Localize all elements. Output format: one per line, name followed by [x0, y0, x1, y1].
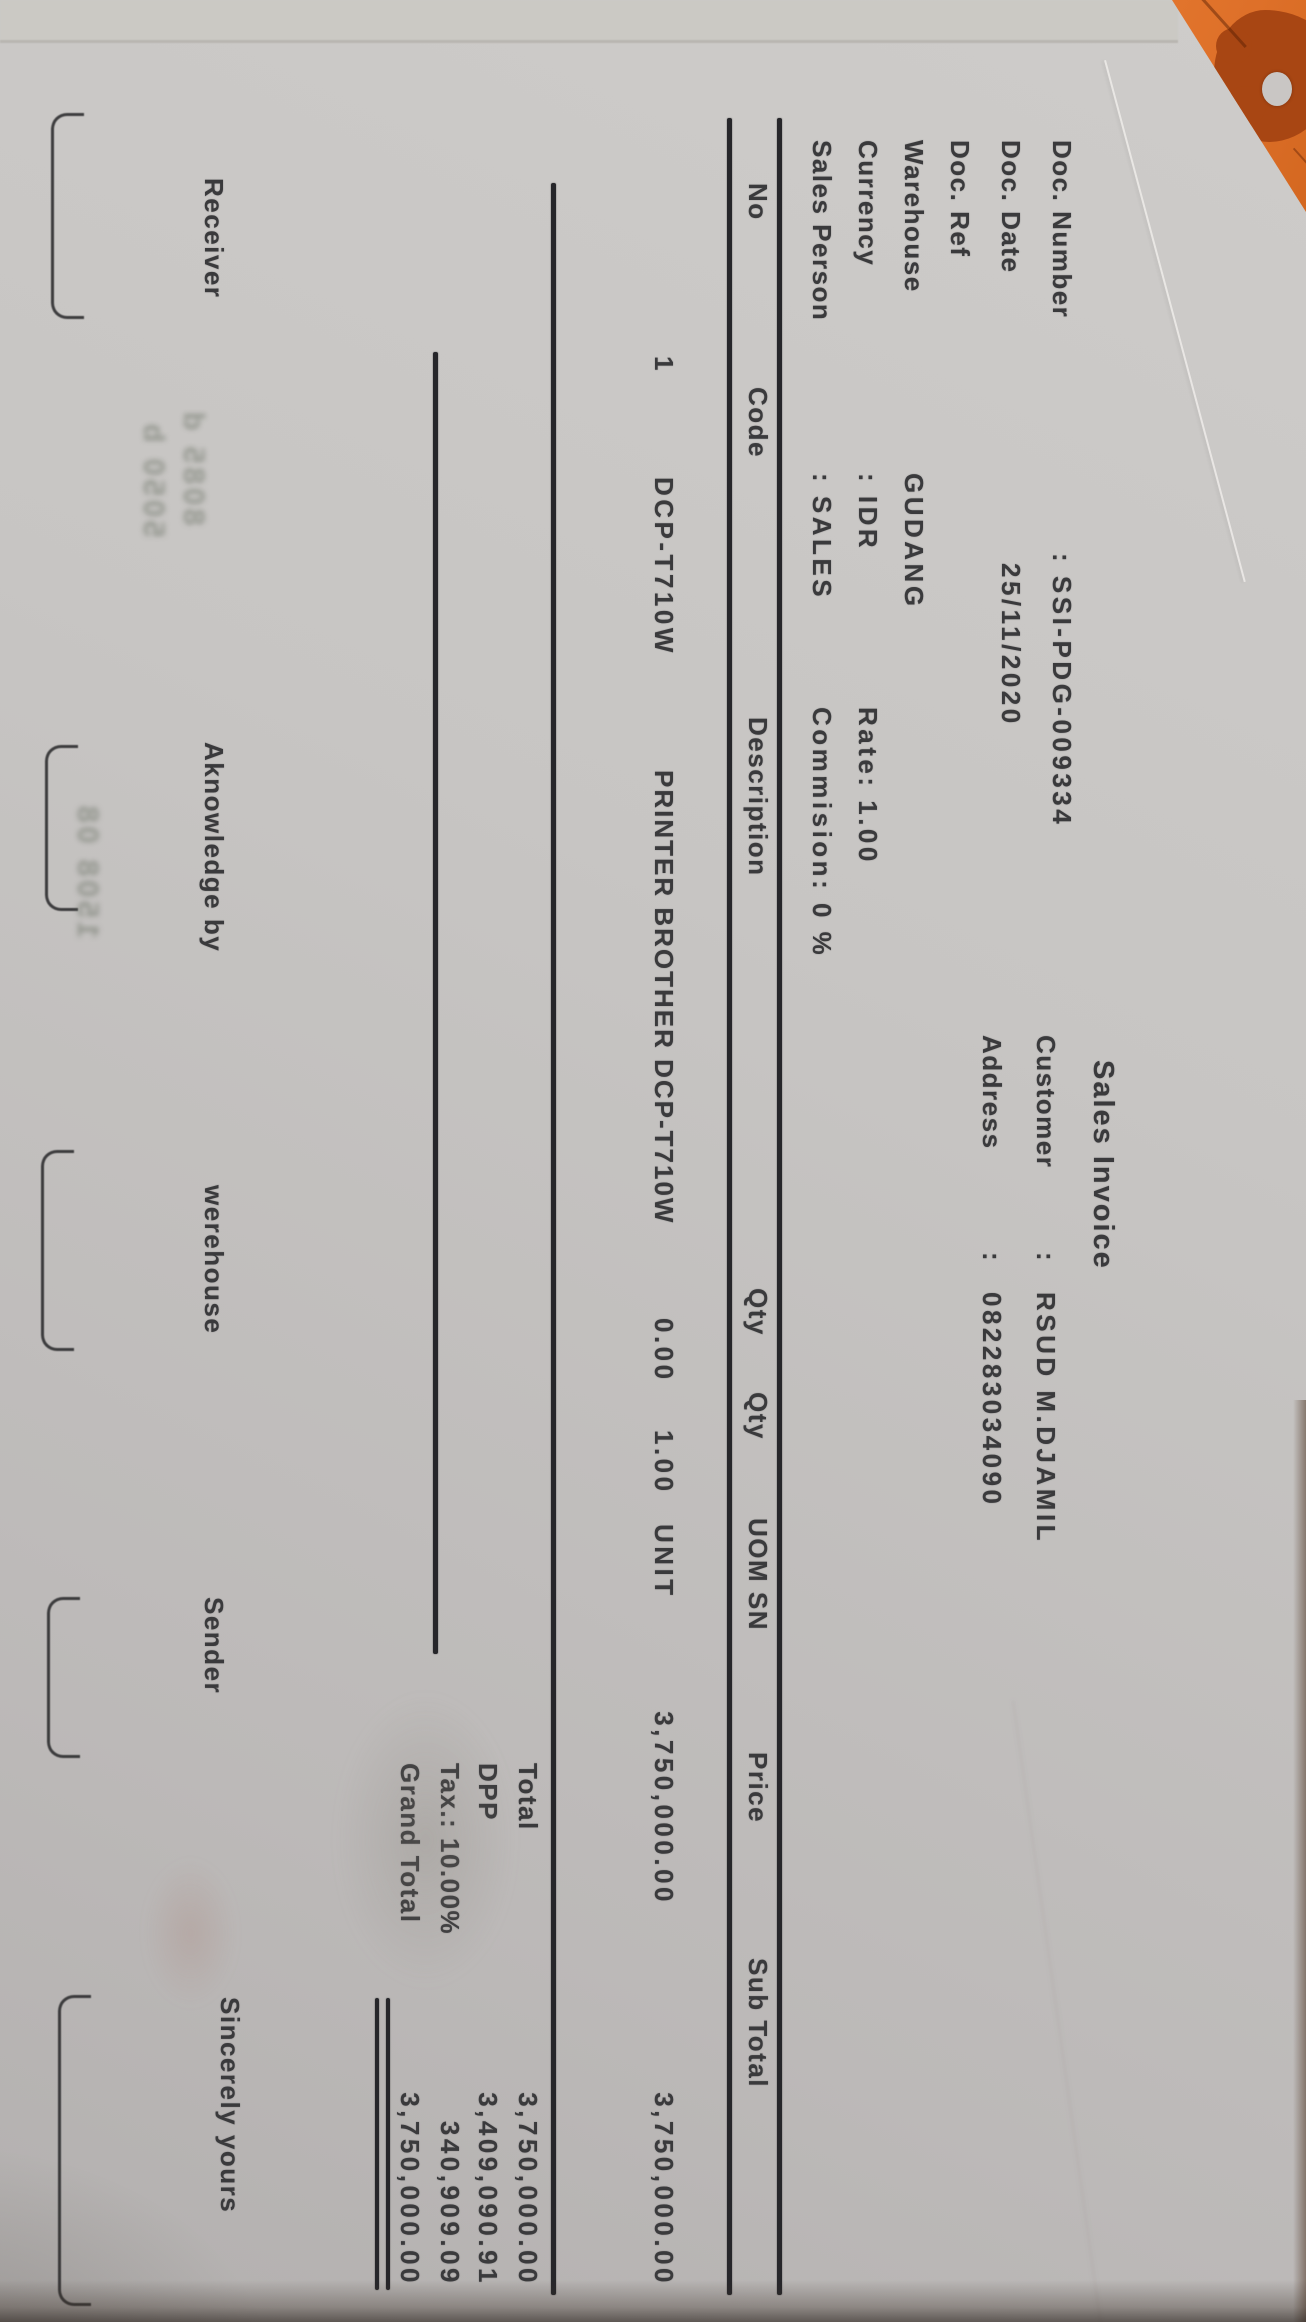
- folder-crease: [1292, 147, 1306, 175]
- signature-bracket-4: [47, 1597, 80, 1758]
- meta-extra-rate: Rate: 1.00: [853, 707, 883, 865]
- paper-edge-shadow-right: [1293, 1400, 1306, 2322]
- signature-bracket-1: [51, 113, 84, 319]
- row-no: 1: [649, 356, 679, 374]
- signature-warehouse: werehouse: [199, 1185, 229, 1335]
- row-qty2: 1.00: [649, 1430, 679, 1495]
- bleed-through-smudge: [333, 1690, 518, 1990]
- col-header-price: Price: [743, 1752, 773, 1824]
- address-colon: :: [977, 1252, 1007, 1263]
- col-header-sub-total: Sub Total: [743, 1958, 773, 2089]
- signature-section-rule: [433, 352, 438, 1654]
- col-header-uom-sn: UOM SN: [743, 1518, 773, 1631]
- paper-edge-shadow-bottom: [0, 2280, 1306, 2322]
- bleed-through-text-3: 1508 08: [71, 802, 104, 939]
- signature-acknowledge-by: Aknowledge by: [199, 742, 229, 953]
- under-sheet-edge: [0, 0, 1178, 43]
- row-price: 3,750,000.00: [649, 1711, 679, 1905]
- meta-value-doc-number: : SSI-PDG-009334: [1047, 553, 1077, 828]
- col-header-qty1: Qty: [743, 1288, 773, 1336]
- signature-receiver: Receiver: [199, 178, 229, 299]
- customer-label: Customer: [1031, 1035, 1061, 1169]
- table-header-top-rule: [777, 118, 782, 2295]
- grand-total-value: 3,750,000.00: [395, 2092, 425, 2286]
- grand-total-underline-1: [386, 1998, 390, 2290]
- tax-value: 340,909.09: [435, 2120, 465, 2286]
- total-value: 3,750,000.00: [513, 2092, 543, 2286]
- row-subtotal: 3,750,000.00: [649, 2092, 679, 2286]
- pink-smudge: [143, 1858, 238, 2008]
- col-header-description: Description: [743, 717, 773, 877]
- meta-label-doc-ref: Doc. Ref: [945, 140, 975, 258]
- signature-bracket-3: [41, 1150, 74, 1351]
- address-value: 082283034090: [977, 1292, 1007, 1508]
- table-bottom-rule: [551, 183, 556, 2295]
- meta-value-warehouse: GUDANG: [899, 473, 929, 610]
- signature-sender: Sender: [199, 1597, 229, 1695]
- row-qty1: 0.00: [649, 1318, 679, 1383]
- bleed-through-text-2: 5050 b: [137, 420, 170, 538]
- meta-value-doc-date: 25/11/2020: [996, 563, 1026, 727]
- paper-crease-2: [1012, 1700, 1102, 2322]
- table-header-bottom-rule: [727, 118, 732, 2295]
- row-uom: UNIT: [649, 1524, 679, 1599]
- meta-label-doc-number: Doc. Number: [1047, 140, 1077, 319]
- invoice-title: Sales Invoice: [1087, 1060, 1119, 1270]
- meta-value-currency: : IDR: [853, 473, 883, 552]
- col-header-code: Code: [743, 387, 773, 458]
- meta-label-doc-date: Doc. Date: [996, 140, 1026, 274]
- customer-colon: :: [1031, 1252, 1061, 1263]
- row-code: DCP-T710W: [649, 477, 679, 656]
- meta-extra-commission: Commision: 0 %: [807, 707, 837, 959]
- bleed-through-text-1: 8085 d: [177, 408, 210, 526]
- paper-crease-1: [1104, 60, 1246, 583]
- meta-label-sales-person: Sales Person: [807, 140, 837, 322]
- row-description: PRINTER BROTHER DCP-T710W: [649, 770, 679, 1225]
- dpp-value: 3,409,090.91: [473, 2092, 503, 2286]
- gear-hole: [1262, 72, 1292, 106]
- meta-label-warehouse: Warehouse: [899, 140, 929, 293]
- meta-value-sales-person: : SALES: [807, 473, 837, 601]
- col-header-no: No: [743, 183, 773, 221]
- customer-value: RSUD M.DJAMIL: [1031, 1292, 1061, 1545]
- address-label: Address: [977, 1035, 1007, 1150]
- gear-tooth-icon: [1216, 28, 1252, 64]
- grand-total-underline-2: [375, 1998, 379, 2290]
- col-header-qty2: Qty: [743, 1392, 773, 1440]
- meta-label-currency: Currency: [853, 140, 883, 267]
